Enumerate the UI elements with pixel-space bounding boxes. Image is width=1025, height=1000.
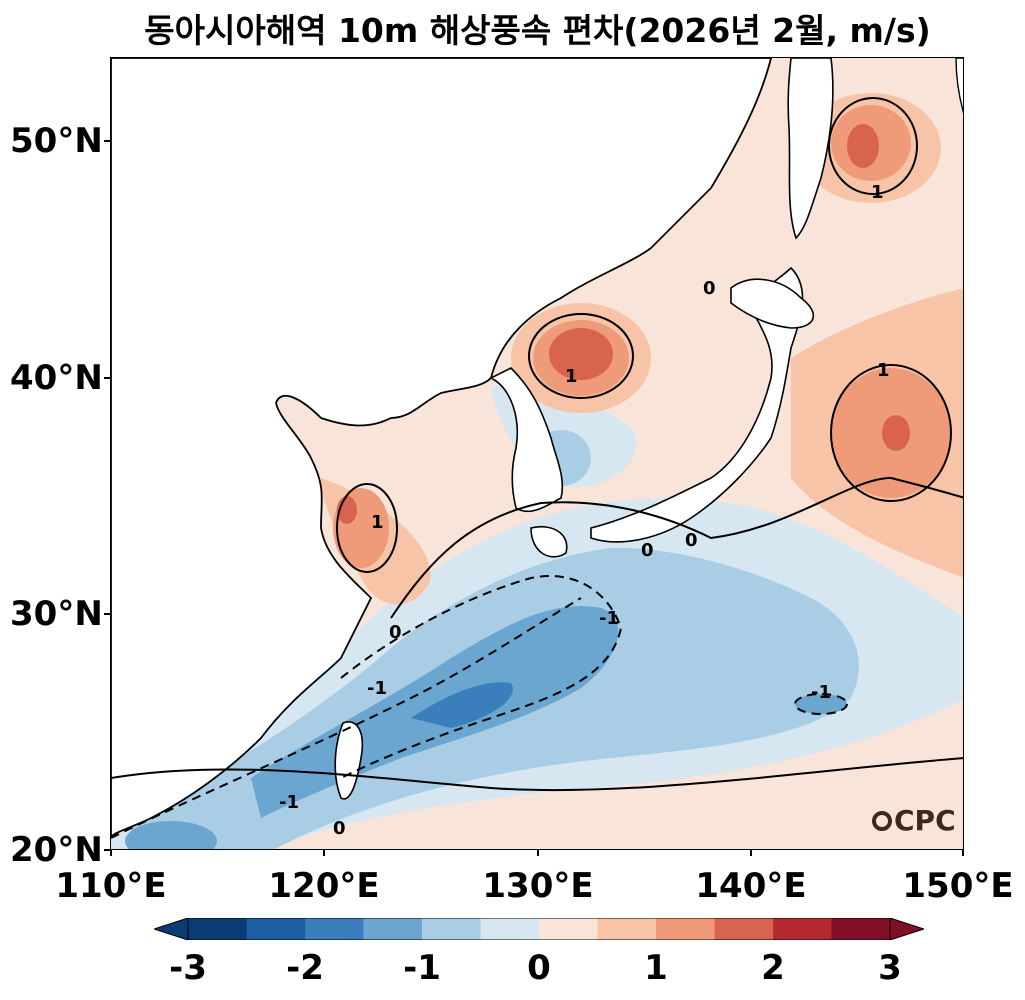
y-tick-40: [104, 377, 110, 379]
land-japan-kyushu: [530, 526, 568, 558]
colorbar-cell: [480, 918, 540, 940]
colorbar-label: 3: [878, 948, 902, 988]
colorbar-label: 2: [761, 948, 785, 988]
field-positive-pacific-core: [882, 415, 910, 451]
colorbar-label: 0: [527, 948, 551, 988]
contour-label-pos1-3: 1: [871, 182, 884, 203]
land-japan-hokkaido: [730, 278, 815, 329]
x-tick-140: [750, 850, 752, 856]
field-positive-okhotsk-core: [847, 124, 879, 168]
contour-zero-south: [111, 757, 963, 792]
lon-label-150: 150°E: [902, 866, 1014, 906]
y-tick-20: [104, 849, 110, 851]
contour-pos1-yellowsea: [336, 483, 398, 573]
colorbar-cell: [422, 918, 481, 940]
contour-pos1-eastsea: [528, 313, 634, 399]
cpc-logo: CPC: [872, 804, 956, 837]
contour-label-pos1-2: 1: [371, 512, 384, 533]
contour-label-zero-4: 0: [333, 818, 346, 839]
lat-label-50: 50°N: [10, 121, 103, 161]
colorbar-cell: [773, 918, 832, 940]
contour-pos1-okhotsk: [828, 97, 918, 195]
contour-label-neg1-2: -1: [367, 678, 387, 699]
land-sakhalin: [787, 58, 834, 240]
field-positive-eastsea-core: [549, 328, 613, 380]
contour-label-pos1-1: 1: [877, 360, 890, 381]
colorbar-label: -1: [403, 948, 441, 988]
contour-zero-north: [390, 476, 963, 619]
contour-neg1-b: [340, 575, 623, 779]
colorbar-label: -2: [286, 948, 324, 988]
colorbar-cell: [597, 918, 657, 940]
colorbar-extend-low: [154, 918, 189, 940]
contour-label-neg1-4: -1: [811, 682, 831, 703]
x-tick-130: [537, 850, 539, 856]
contour-label-zero-1: 0: [389, 622, 402, 643]
anomaly-field: 0 0 0 0 0 -1 -1 -1 -1 1 1 1 1: [111, 58, 963, 849]
field-negative-southwest: [125, 821, 217, 849]
contour-label-zero-3: 0: [685, 530, 698, 551]
colorbar-cell: [714, 918, 774, 940]
contour-neg1-a: [111, 597, 582, 839]
lon-label-110: 110°E: [55, 866, 167, 906]
x-tick-150: [962, 850, 964, 856]
y-tick-50: [104, 140, 110, 142]
field-negative-pacific: [795, 694, 847, 714]
x-tick-110: [110, 850, 112, 856]
lon-label-130: 130°E: [482, 866, 594, 906]
y-tick-30: [104, 613, 110, 615]
lat-label-30: 30°N: [10, 594, 103, 634]
colorbar-cell: [539, 918, 598, 940]
field-negative-core: [411, 682, 513, 728]
colorbar-cell: [831, 918, 891, 940]
colorbar-label: 1: [644, 948, 668, 988]
contour-pos1-pacific: [830, 364, 952, 502]
colorbar-cell: [363, 918, 423, 940]
contour-label-neg1-3: -1: [599, 608, 619, 629]
land-korea: [489, 367, 564, 513]
colorbar: [154, 918, 924, 940]
contour-label-pos1-4: 1: [565, 366, 578, 387]
colorbar-extend-high: [889, 918, 924, 940]
colorbar-cell: [305, 918, 364, 940]
colorbar-cell: [188, 918, 247, 940]
lon-label-120: 120°E: [268, 866, 380, 906]
chart-title: 동아시아해역 10m 해상풍속 편차(2026년 2월, m/s): [144, 11, 931, 50]
contour-label-zero-2: 0: [641, 540, 654, 561]
lon-label-140: 140°E: [695, 866, 807, 906]
lat-label-20: 20°N: [10, 830, 103, 870]
colorbar-cell: [656, 918, 715, 940]
x-tick-120: [323, 850, 325, 856]
contour-label-zero-5: 0: [703, 278, 716, 299]
lat-label-40: 40°N: [10, 358, 103, 398]
map-panel: 0 0 0 0 0 -1 -1 -1 -1 1 1 1 1: [110, 57, 964, 850]
colorbar-label: -3: [169, 948, 207, 988]
land-taiwan: [334, 721, 363, 800]
land-mainland-asia: [111, 58, 772, 839]
colorbar-outline: [187, 918, 891, 940]
contour-label-neg1-1: -1: [279, 792, 299, 813]
land-kamchatka: [955, 58, 963, 114]
colorbar-cell: [246, 918, 306, 940]
contour-neg1-pacific: [794, 693, 848, 715]
